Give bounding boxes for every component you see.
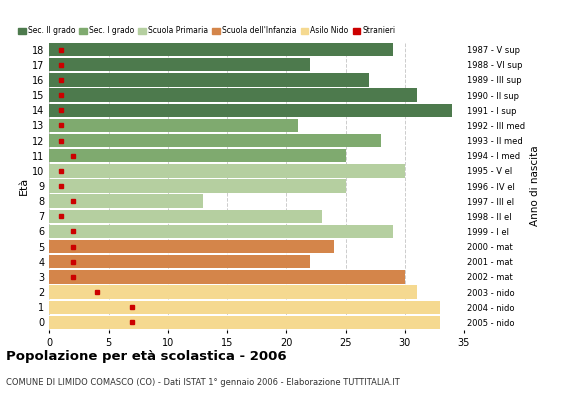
- Bar: [49, 286, 416, 299]
- Bar: [49, 43, 393, 56]
- Bar: [49, 225, 393, 238]
- Bar: [49, 104, 452, 117]
- Bar: [49, 164, 405, 178]
- Y-axis label: Età: Età: [19, 177, 29, 195]
- Text: Popolazione per età scolastica - 2006: Popolazione per età scolastica - 2006: [6, 350, 287, 363]
- Bar: [49, 194, 204, 208]
- Bar: [49, 134, 381, 147]
- Bar: [49, 88, 416, 102]
- Bar: [49, 240, 334, 253]
- Bar: [49, 73, 369, 86]
- Bar: [49, 149, 346, 162]
- Bar: [49, 255, 310, 268]
- Bar: [49, 179, 346, 193]
- Legend: Sec. II grado, Sec. I grado, Scuola Primaria, Scuola dell'Infanzia, Asilo Nido, : Sec. II grado, Sec. I grado, Scuola Prim…: [18, 26, 396, 35]
- Bar: [49, 210, 322, 223]
- Y-axis label: Anno di nascita: Anno di nascita: [531, 146, 541, 226]
- Bar: [49, 58, 310, 72]
- Text: COMUNE DI LIMIDO COMASCO (CO) - Dati ISTAT 1° gennaio 2006 - Elaborazione TUTTIT: COMUNE DI LIMIDO COMASCO (CO) - Dati IST…: [6, 378, 400, 387]
- Bar: [49, 316, 440, 329]
- Bar: [49, 119, 298, 132]
- Bar: [49, 270, 405, 284]
- Bar: [49, 300, 440, 314]
